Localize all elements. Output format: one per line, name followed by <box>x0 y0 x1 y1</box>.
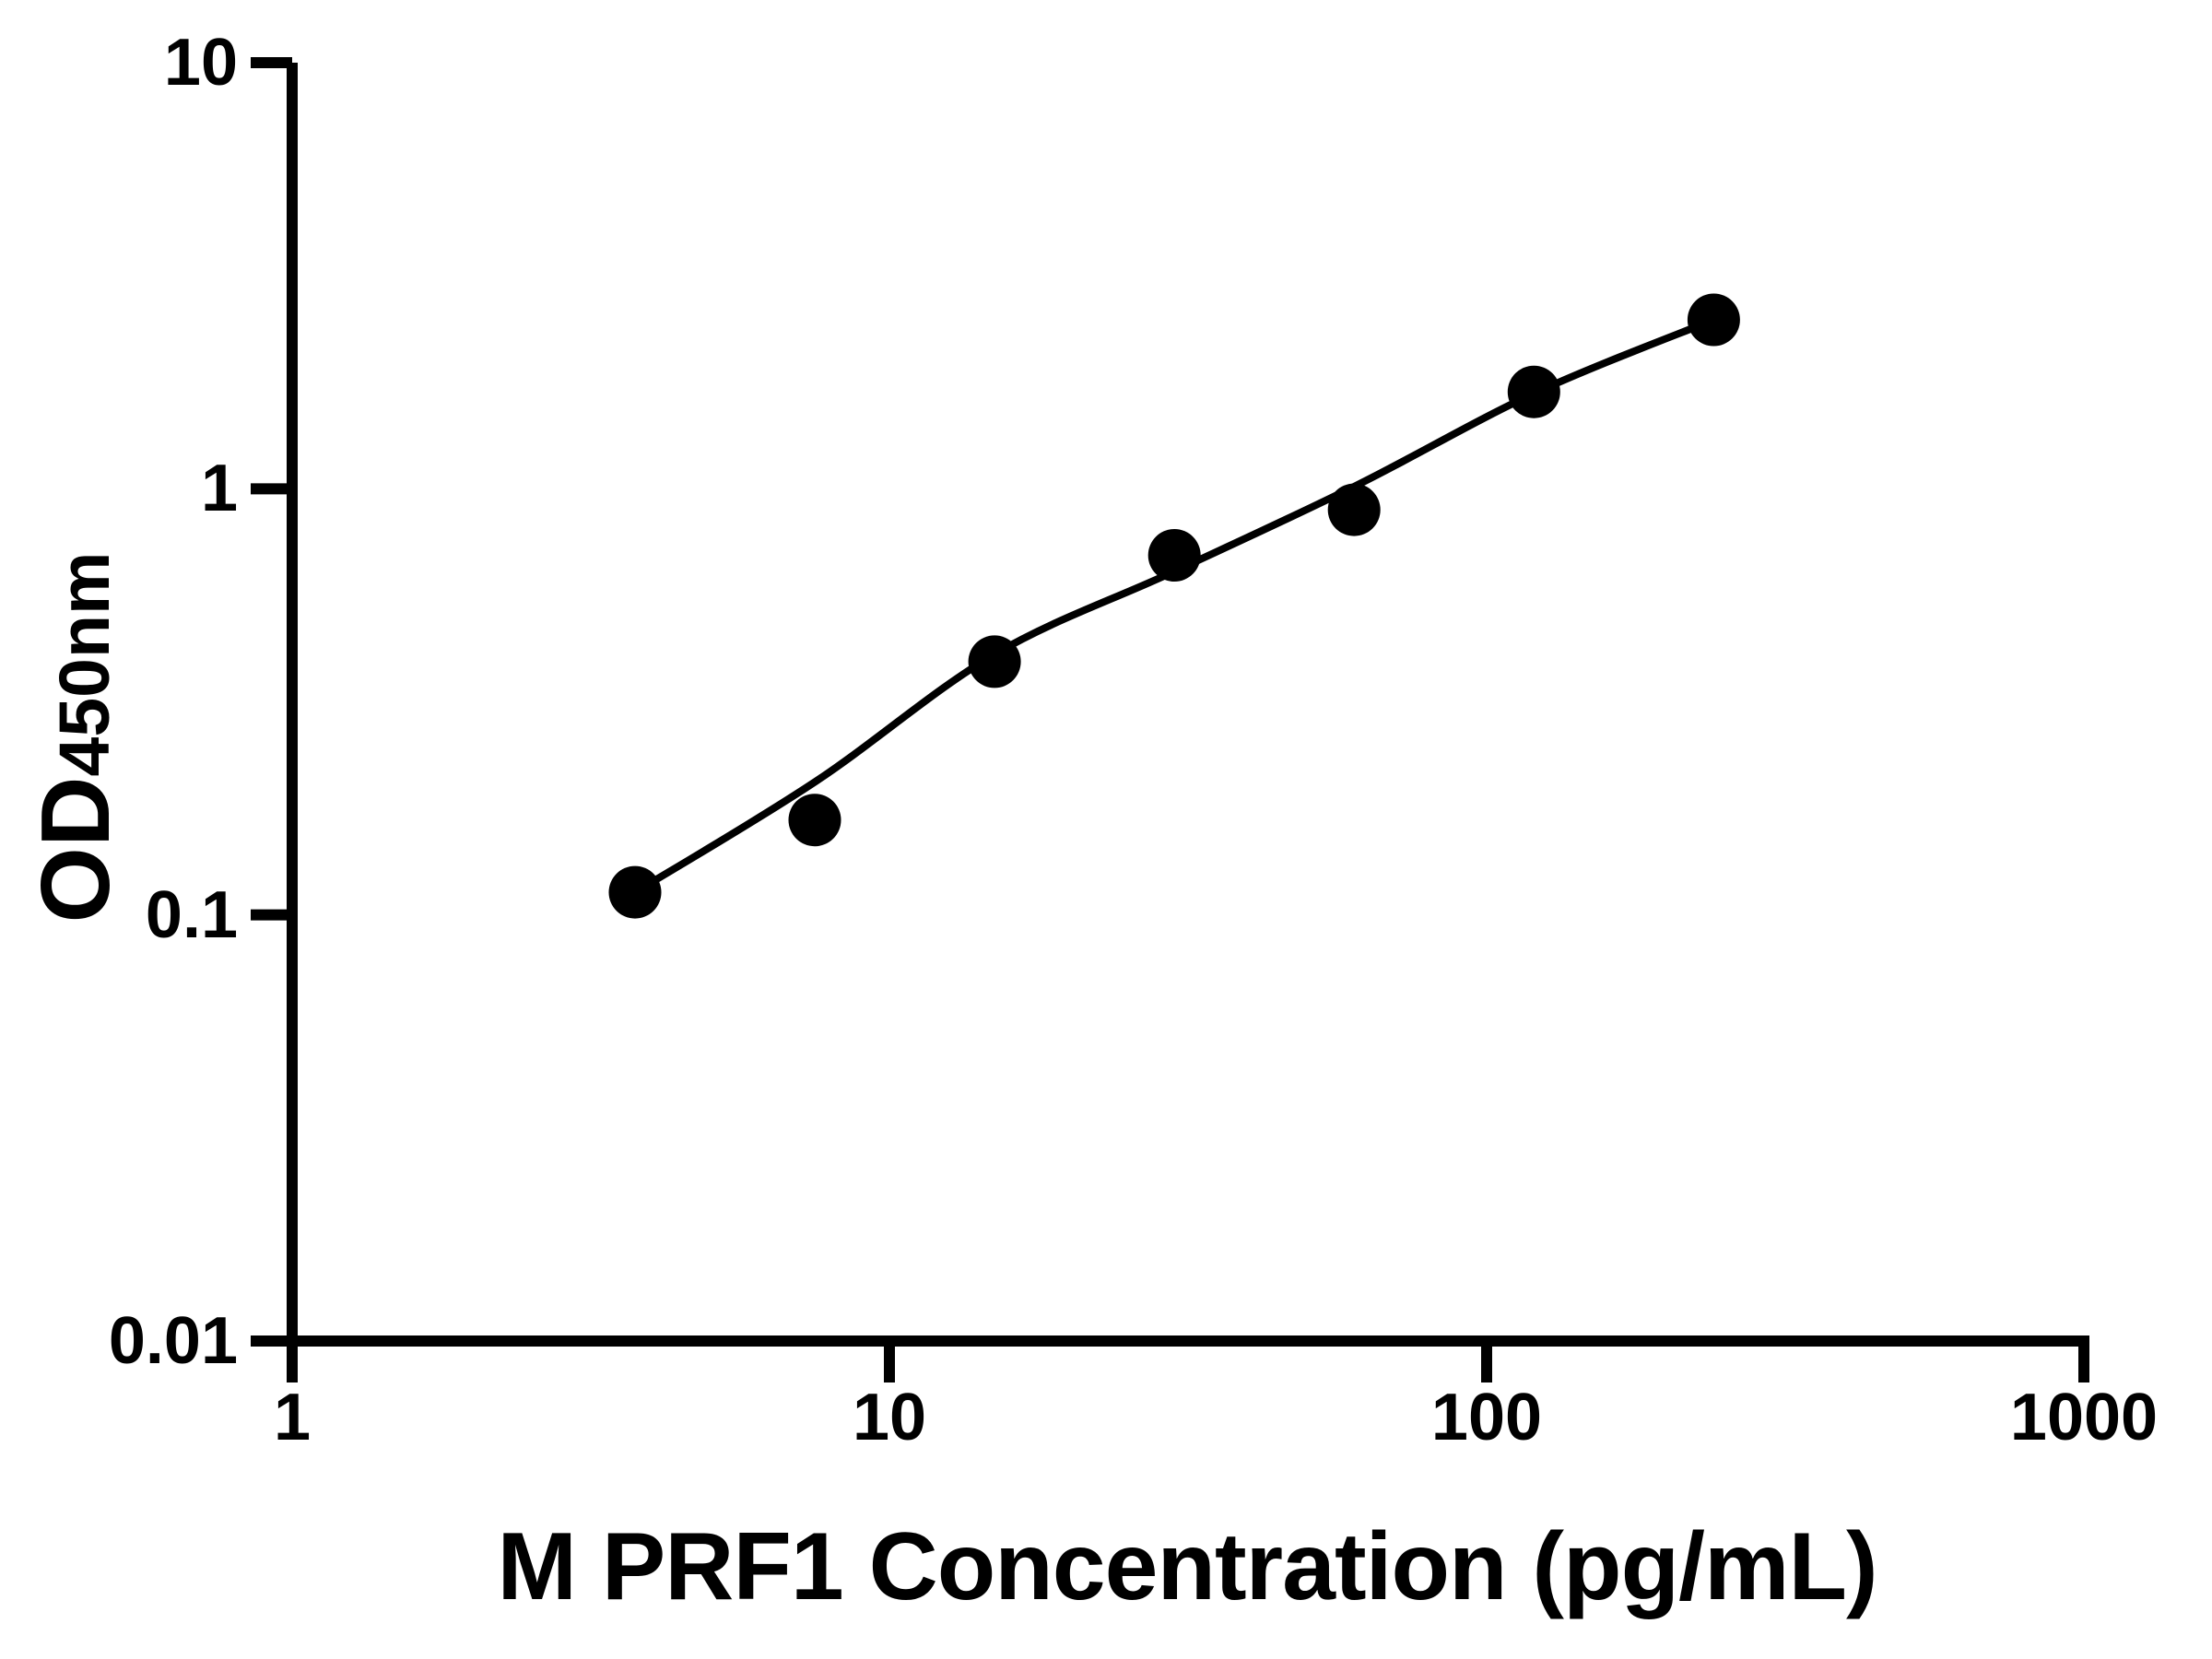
x-tick-label-1: 1 <box>273 1381 312 1454</box>
x-tick-label-10: 10 <box>852 1381 927 1454</box>
y-tick-label-1: 1 <box>200 452 238 525</box>
data-point <box>1507 365 1560 418</box>
y-axis-title-subscript: 450nm <box>45 551 124 777</box>
y-tick-label-10: 10 <box>163 26 238 100</box>
data-point <box>968 635 1021 688</box>
y-tick-label-0.01: 0.01 <box>108 1304 238 1378</box>
y-axis-title-main: OD <box>21 776 130 924</box>
y-tick-label-0.1: 0.1 <box>145 878 238 952</box>
data-point <box>1687 293 1740 347</box>
data-point <box>1327 483 1381 536</box>
x-tick-label-1000: 1000 <box>2009 1381 2159 1454</box>
x-axis-title: M PRF1 Concentration (pg/mL) <box>497 1513 1877 1620</box>
y-axis-title: OD450nm <box>21 551 130 924</box>
data-point <box>1147 529 1201 582</box>
x-tick-label-100: 100 <box>1430 1381 1543 1454</box>
data-point <box>608 865 662 919</box>
data-point <box>788 794 841 847</box>
